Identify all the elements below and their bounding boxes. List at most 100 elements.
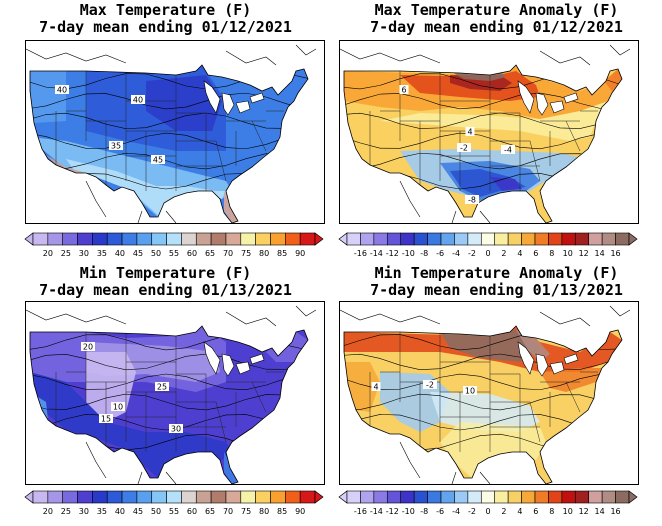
contour-label: 30 [171,425,181,434]
state-border [565,120,581,152]
colorbar-tick-label: -10 [402,249,415,258]
colorbar-svg: -16 -14 -12 -10 -8 -6 -4 -2 0 2 4 6 8 10 12 14 16 [338,232,638,258]
contour-fill [30,372,232,478]
contour-label: 40 [57,86,67,95]
us-outline [29,64,309,223]
colorbar-swatch [615,490,630,504]
colorbar-tick-label: -2 [468,507,476,516]
colorbar-swatch [151,232,167,246]
colorbar-tick-label: -2 [468,249,476,258]
panel-title-line2: 7-day mean ending 01/13/2021 [39,281,292,299]
us-outline [343,325,623,484]
colorbar-swatch [454,490,469,504]
panel-title-line1: Min Temperature (F) [79,264,252,282]
colorbar-swatch [386,490,402,504]
colorbar-swatch [240,232,256,246]
colorbar-swatch [151,490,167,504]
colorbar-swatch [346,490,361,504]
colorbar-tick-label: -16 [354,249,367,258]
panel-min-temperature: Min Temperature (F) 7-day mean ending 01… [0,263,331,526]
us-outline [343,64,623,223]
colorbar-tick-label: 6 [533,507,538,516]
contour-line [344,92,622,110]
mexico-coast [399,441,491,484]
panel-min-temperature-anomaly: Min Temperature Anomaly (F) 7-day mean e… [331,263,662,526]
colorbar-tick-label: 2 [501,507,506,516]
contour-line [30,373,308,390]
colorbar-tick-label: 50 [151,507,161,516]
contour-label: 15 [101,415,111,424]
contour-label: 45 [153,156,163,165]
colorbar-swatch [47,232,63,246]
colorbar-swatch [440,232,455,246]
great-lake [203,80,221,114]
colorbar-tick-label: 75 [241,249,251,258]
great-lake [235,100,251,114]
great-lake [563,353,579,365]
colorbar-tick-label: 0 [485,507,490,516]
colorbar-tick-label: 90 [295,507,305,516]
colorbar-tick-label: 65 [205,507,215,516]
contour-label: 40 [133,96,143,105]
colorbar-swatch [507,490,522,504]
colorbar-swatch [440,490,455,504]
colorbar-swatch [521,490,536,504]
colorbar-arrow-right [628,232,638,246]
colorbar-swatch [601,232,616,246]
panel-title-line1: Max Temperature Anomaly (F) [374,1,619,19]
colorbar-tick-label: 25 [61,507,71,516]
us-fill-layer [344,326,622,484]
contour-label-bg [155,382,169,391]
canada-coast [340,44,631,66]
colorbar-swatch [480,490,496,504]
colorbar-arrow-left [24,232,34,246]
colorbar-swatch [534,232,549,246]
canada-coast [26,44,317,66]
contour-label: 10 [113,403,123,412]
colorbar-arrow-left [338,490,348,504]
panel-max-temperature-anomaly: Max Temperature Anomaly (F) 7-day mean e… [331,0,662,263]
colorbar-swatch [454,232,469,246]
map-svg: 6 4 -2 -4 -8 [340,44,631,223]
colorbar-tick-label: -6 [436,507,444,516]
contour-label: 4 [467,128,472,137]
contour-fill [30,71,66,123]
colorbar-swatch [285,490,301,504]
colorbar-tick-label: 70 [223,507,233,516]
colorbar-tick-label: 80 [259,507,269,516]
panel-title-line2: 7-day mean ending 01/12/2021 [370,18,623,36]
colorbar-tick-label: 60 [187,507,197,516]
colorbar-swatch [32,232,49,246]
contour-line [30,393,308,411]
colorbar-tick-label: 45 [133,249,143,258]
colorbar-swatch [47,490,63,504]
colorbar-tick-label: 10 [563,249,573,258]
colorbar-swatch [480,232,496,246]
colorbar-swatch [413,232,428,246]
colorbar-swatch [588,232,603,246]
contour-line [30,132,308,150]
colorbar-swatch [386,232,402,246]
colorbar-tick-label: 65 [205,249,215,258]
colorbar-swatch [255,232,271,246]
colorbar-tick-label: 16 [610,507,620,516]
great-lake [549,100,565,114]
colorbar-swatch [494,232,509,246]
great-lake [517,341,535,375]
state-border [215,140,227,182]
colorbar-tick-label: 35 [97,249,107,258]
colorbar-tick-label: 40 [115,249,125,258]
colorbar: -16 -14 -12 -10 -8 -6 -4 -2 0 2 4 6 8 10 12 14 16 [338,232,638,263]
colorbar-swatch [210,232,227,246]
contour-label-bg [151,155,165,164]
contour-line [30,112,308,129]
contour-label: 6 [401,86,406,95]
contour-fill [604,69,622,91]
contour-fill [440,422,546,478]
colorbar-tick-label: 50 [151,249,161,258]
colorbar-tick-label: 4 [517,507,522,516]
colorbar-tick-label: 55 [169,507,179,516]
contour-fill [146,75,222,131]
colorbar-swatch [121,232,138,246]
